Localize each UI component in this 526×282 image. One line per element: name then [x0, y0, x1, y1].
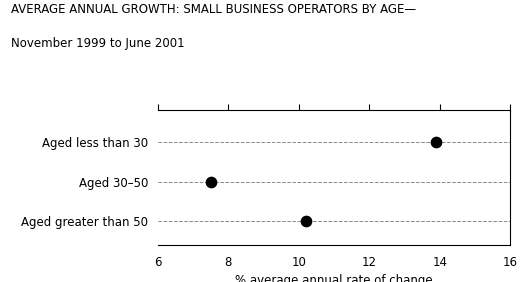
Point	[206, 179, 215, 184]
Point	[432, 140, 440, 144]
Point	[301, 219, 310, 224]
X-axis label: % average annual rate of change: % average annual rate of change	[235, 274, 433, 282]
Text: November 1999 to June 2001: November 1999 to June 2001	[11, 37, 184, 50]
Text: AVERAGE ANNUAL GROWTH: SMALL BUSINESS OPERATORS BY AGE—: AVERAGE ANNUAL GROWTH: SMALL BUSINESS OP…	[11, 3, 416, 16]
